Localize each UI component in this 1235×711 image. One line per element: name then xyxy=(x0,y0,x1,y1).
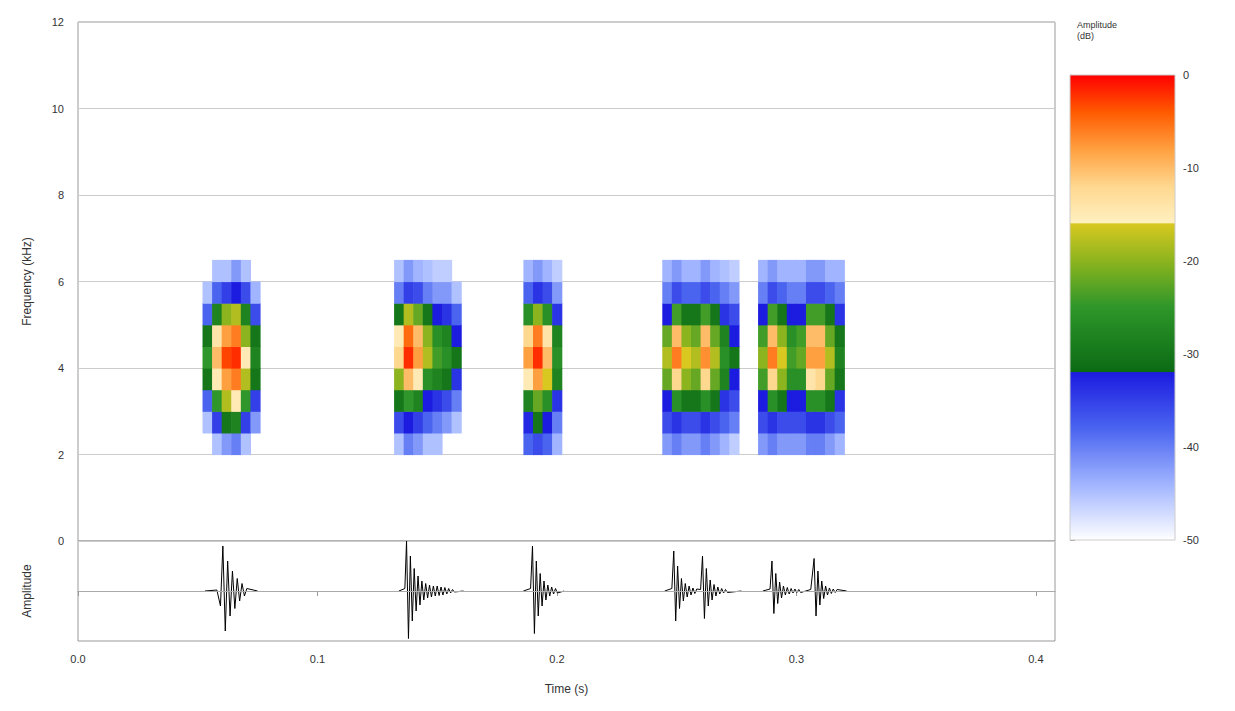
svg-text:0: 0 xyxy=(1183,69,1189,81)
svg-text:(dB): (dB) xyxy=(1077,31,1094,41)
svg-text:12: 12 xyxy=(52,16,64,28)
svg-text:-50: -50 xyxy=(1183,534,1199,546)
svg-text:0.3: 0.3 xyxy=(789,653,804,665)
svg-text:-30: -30 xyxy=(1183,348,1199,360)
svg-text:0.4: 0.4 xyxy=(1028,653,1043,665)
svg-text:4: 4 xyxy=(58,362,64,374)
svg-text:6: 6 xyxy=(58,276,64,288)
svg-text:-10: -10 xyxy=(1183,162,1199,174)
svg-text:2: 2 xyxy=(58,449,64,461)
svg-text:Amplitude: Amplitude xyxy=(1077,20,1117,30)
svg-text:0.1: 0.1 xyxy=(310,653,325,665)
svg-text:Frequency (kHz): Frequency (kHz) xyxy=(20,237,34,326)
svg-text:Time (s): Time (s) xyxy=(545,682,589,696)
svg-text:8: 8 xyxy=(58,189,64,201)
svg-text:Amplitude: Amplitude xyxy=(20,564,34,618)
svg-text:10: 10 xyxy=(52,103,64,115)
svg-text:0.0: 0.0 xyxy=(70,653,85,665)
svg-text:0: 0 xyxy=(58,535,64,547)
svg-text:-40: -40 xyxy=(1183,441,1199,453)
svg-text:-20: -20 xyxy=(1183,255,1199,267)
svg-text:0.2: 0.2 xyxy=(549,653,564,665)
